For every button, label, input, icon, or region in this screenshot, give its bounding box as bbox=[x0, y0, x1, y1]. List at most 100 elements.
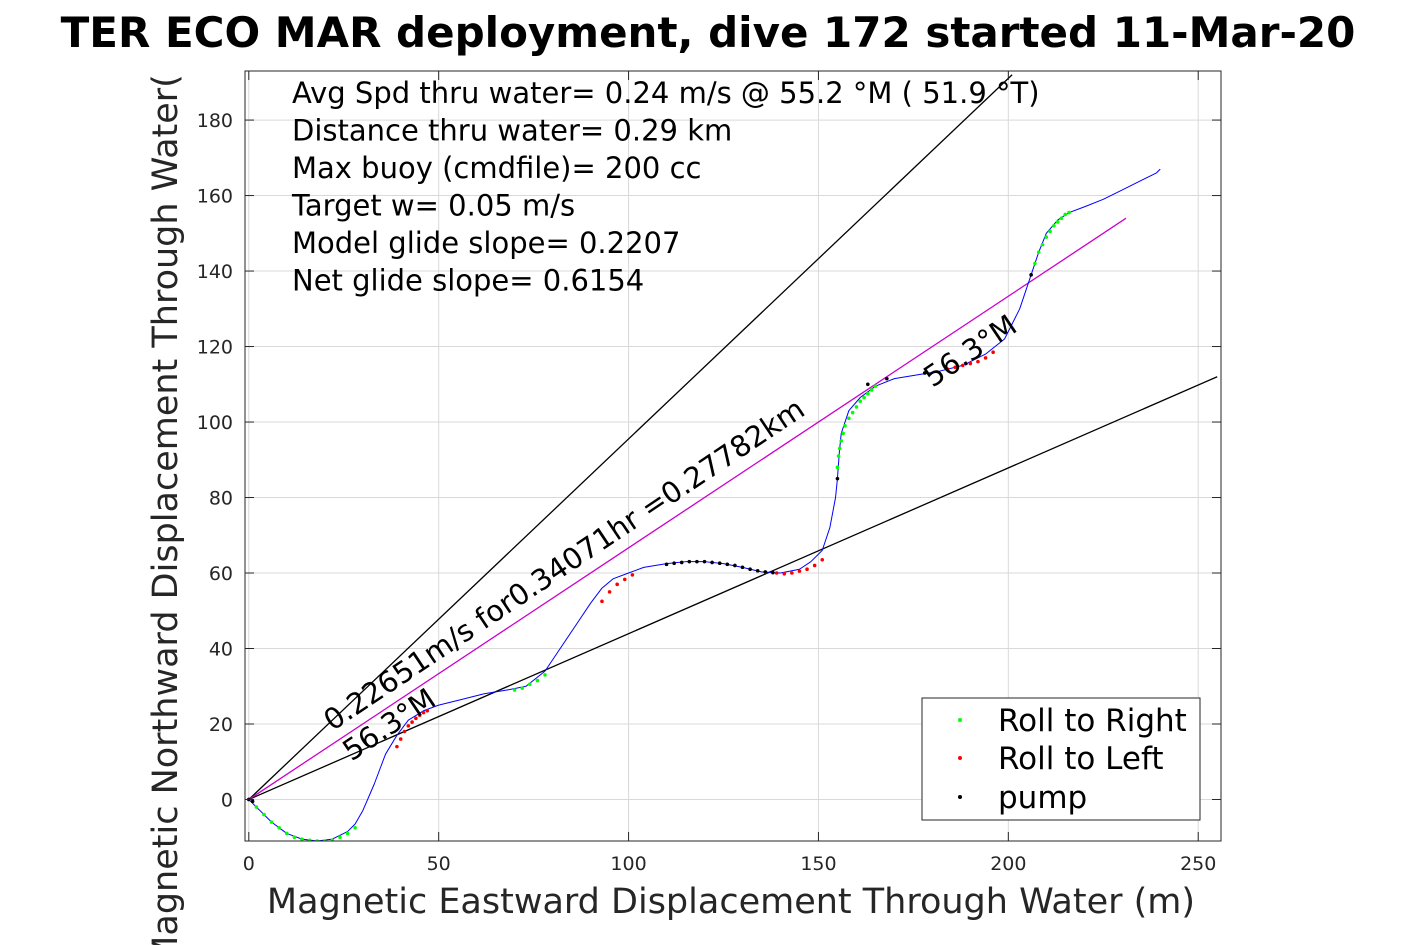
point-roll-to-left-16 bbox=[782, 571, 787, 576]
x-axis-label: Magnetic Eastward Displacement Through W… bbox=[267, 882, 1195, 922]
point-pump-13 bbox=[748, 567, 752, 572]
point-roll-to-right-28 bbox=[858, 399, 863, 404]
point-pump-9 bbox=[717, 561, 722, 565]
point-roll-to-right-26 bbox=[850, 410, 855, 415]
legend-label-pump: pump bbox=[998, 780, 1087, 816]
point-roll-to-right-5 bbox=[292, 835, 297, 840]
point-pump-17 bbox=[835, 476, 840, 481]
legend-marker-pump bbox=[958, 795, 962, 799]
y-tick-label-0: 0 bbox=[221, 789, 233, 811]
point-roll-to-right-30 bbox=[866, 391, 870, 396]
point-pump-14 bbox=[755, 568, 760, 573]
ticks: 0 50 100 150 200 250 0 20 40 60 80 100 120 140 160 180 bbox=[197, 71, 1221, 875]
y-tick-label-9: 180 bbox=[197, 110, 233, 132]
point-roll-to-right-37 bbox=[1048, 229, 1052, 234]
y-tick-label-8: 160 bbox=[197, 186, 233, 208]
point-roll-to-right-36 bbox=[1044, 235, 1049, 239]
point-roll-to-right-1 bbox=[262, 812, 266, 817]
point-roll-to-left-10 bbox=[607, 590, 612, 594]
info-line-2: Max buoy (cmdfile)= 200 cc bbox=[292, 151, 701, 185]
point-roll-to-right-20 bbox=[836, 454, 841, 458]
point-roll-to-right-13 bbox=[353, 825, 357, 830]
point-roll-to-left-4 bbox=[410, 720, 414, 724]
point-roll-to-right-25 bbox=[847, 416, 851, 421]
legend-label-roll-left: Roll to Left bbox=[998, 741, 1164, 777]
point-roll-to-left-19 bbox=[805, 567, 809, 572]
info-line-3: Target w= 0.05 m/s bbox=[291, 189, 575, 223]
legend-label-roll-right: Roll to Right bbox=[998, 703, 1187, 739]
y-axis-label: Magnetic Northward Displacement Through … bbox=[146, 74, 186, 945]
reference-line-1 bbox=[248, 376, 1218, 801]
point-pump-16 bbox=[771, 570, 775, 575]
point-roll-to-left-5 bbox=[414, 716, 418, 721]
reference-line-0 bbox=[248, 74, 1013, 800]
point-roll-to-right-38 bbox=[1052, 223, 1056, 228]
point-pump-20 bbox=[922, 371, 927, 375]
point-roll-to-left-7 bbox=[421, 710, 426, 715]
point-roll-to-right-12 bbox=[345, 831, 350, 836]
point-roll-to-right-34 bbox=[1036, 250, 1041, 254]
legend-marker-roll-right bbox=[958, 718, 962, 722]
point-roll-to-right-17 bbox=[535, 678, 540, 683]
point-roll-to-left-18 bbox=[797, 569, 802, 573]
point-roll-to-right-40 bbox=[1059, 216, 1064, 221]
point-pump-4 bbox=[679, 560, 684, 565]
point-roll-to-left-21 bbox=[820, 557, 825, 562]
y-tick-label-3: 60 bbox=[209, 563, 233, 585]
point-roll-to-right-6 bbox=[300, 837, 304, 841]
point-roll-to-right-14 bbox=[512, 688, 517, 692]
point-roll-to-left-20 bbox=[812, 563, 817, 568]
point-roll-to-right-22 bbox=[839, 439, 844, 443]
point-roll-to-left-17 bbox=[790, 571, 794, 575]
point-roll-to-left-9 bbox=[600, 599, 604, 604]
point-roll-to-right-3 bbox=[277, 825, 281, 830]
point-roll-to-left-11 bbox=[615, 582, 619, 587]
point-roll-to-right-27 bbox=[854, 405, 859, 409]
point-roll-to-right-21 bbox=[837, 446, 842, 451]
point-roll-to-right-18 bbox=[543, 673, 547, 677]
y-tick-label-4: 80 bbox=[209, 488, 233, 510]
point-pump-1 bbox=[250, 799, 255, 804]
point-roll-to-right-39 bbox=[1055, 220, 1060, 224]
point-pump-5 bbox=[687, 559, 692, 564]
point-roll-to-left-25 bbox=[968, 361, 973, 366]
point-roll-to-right-11 bbox=[338, 835, 342, 840]
point-roll-to-right-0 bbox=[254, 805, 259, 809]
point-roll-to-right-42 bbox=[1067, 210, 1071, 215]
point-roll-to-right-33 bbox=[1033, 261, 1037, 266]
point-roll-to-right-24 bbox=[843, 424, 847, 428]
x-tick-label-0: 0 bbox=[243, 853, 255, 875]
point-roll-to-right-41 bbox=[1063, 212, 1068, 217]
point-pump-7 bbox=[702, 559, 707, 564]
point-pump-21 bbox=[1029, 273, 1033, 277]
point-roll-to-left-0 bbox=[395, 744, 399, 749]
point-roll-to-left-23 bbox=[953, 365, 957, 370]
legend-box bbox=[921, 697, 1201, 821]
info-line-1: Distance thru water= 0.29 km bbox=[292, 114, 732, 148]
reference-lines bbox=[248, 74, 1218, 801]
point-roll-to-right-15 bbox=[520, 686, 525, 690]
point-pump-11 bbox=[733, 563, 737, 568]
point-pump-15 bbox=[763, 570, 768, 574]
info-line-5: Net glide slope= 0.6154 bbox=[292, 264, 644, 298]
point-roll-to-left-3 bbox=[406, 724, 411, 728]
point-pump-6 bbox=[695, 559, 699, 564]
point-roll-to-left-6 bbox=[417, 713, 422, 718]
reference-line-2 bbox=[248, 217, 1127, 801]
point-roll-to-right-16 bbox=[528, 682, 532, 687]
point-roll-to-left-28 bbox=[991, 350, 995, 355]
point-roll-to-left-26 bbox=[976, 359, 980, 364]
point-pump-12 bbox=[740, 565, 745, 570]
info-text-block: Avg Spd thru water= 0.24 m/s @ 55.2 °M (… bbox=[291, 76, 1040, 298]
x-tick-label-5: 250 bbox=[1180, 853, 1216, 875]
point-roll-to-left-2 bbox=[402, 729, 407, 734]
legend: Roll to Right Roll to Left pump bbox=[921, 697, 1201, 821]
x-tick-label-4: 200 bbox=[990, 853, 1026, 875]
x-tick-label-3: 150 bbox=[800, 853, 836, 875]
point-roll-to-right-19 bbox=[835, 465, 840, 470]
point-roll-to-right-35 bbox=[1040, 242, 1045, 247]
point-roll-to-right-23 bbox=[841, 431, 845, 436]
point-roll-to-right-2 bbox=[269, 820, 274, 824]
track-group bbox=[248, 168, 1161, 841]
